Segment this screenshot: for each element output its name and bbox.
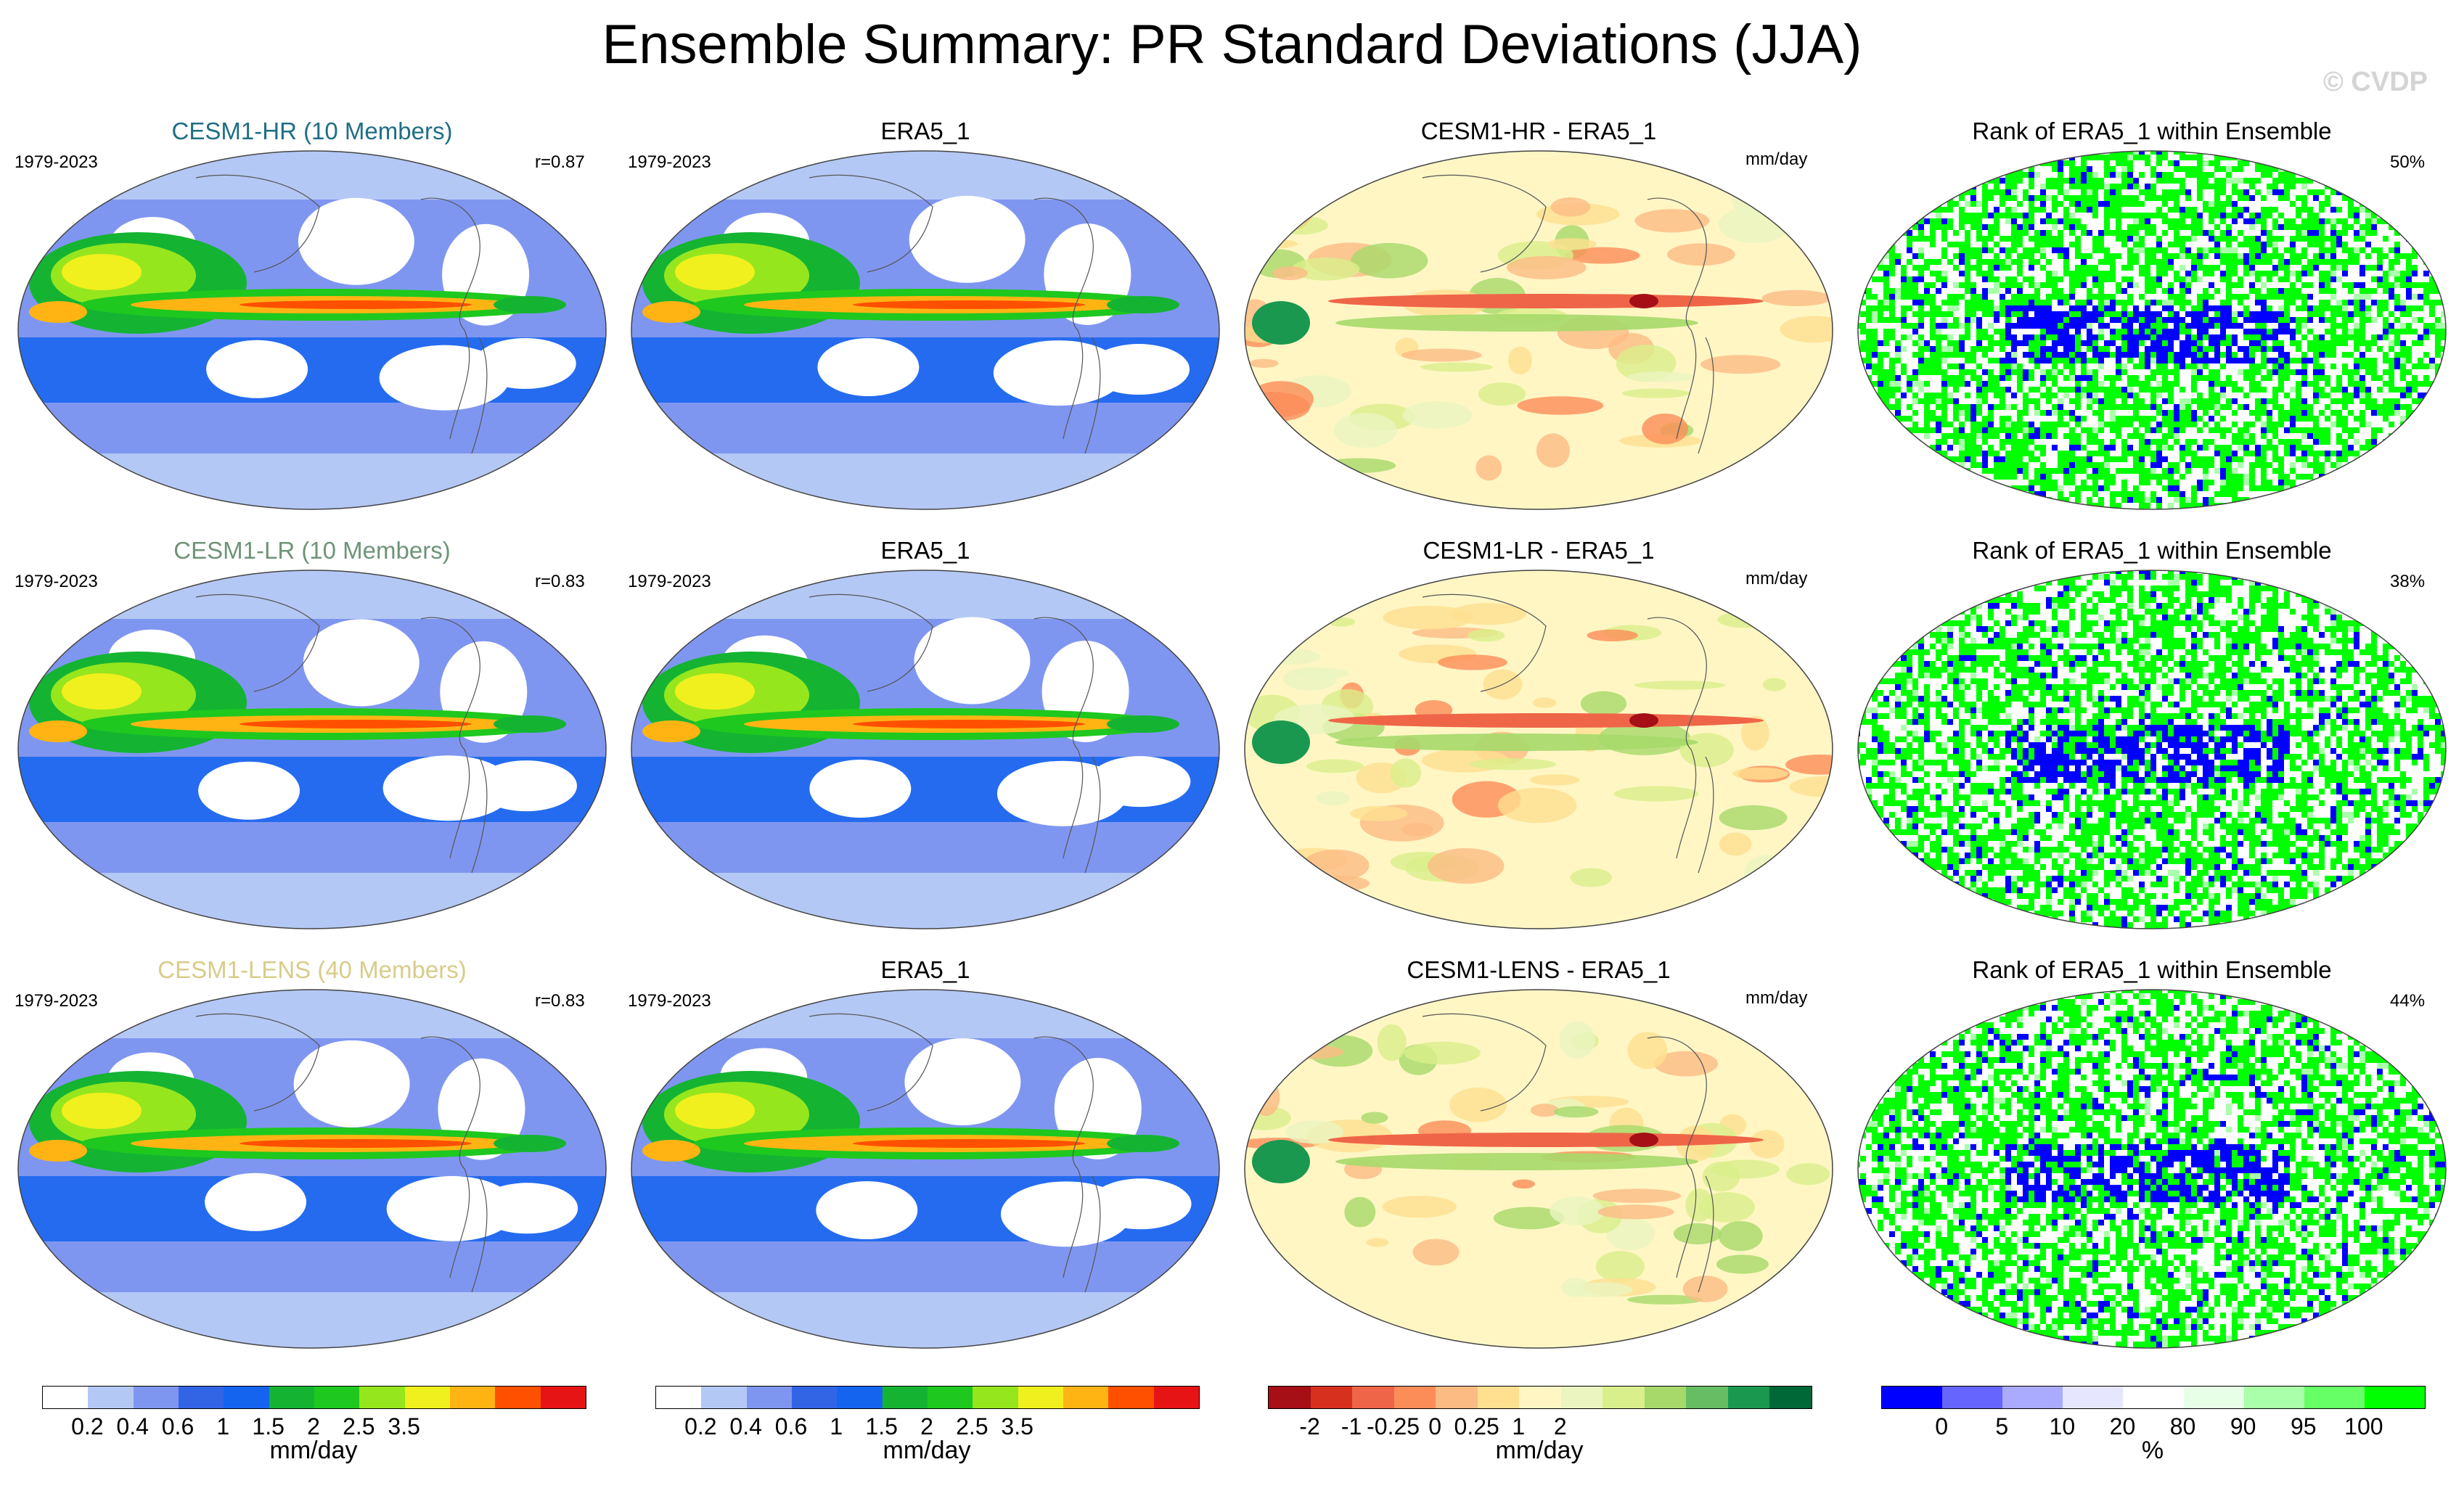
std-colorbar-units: mm/day bbox=[269, 1437, 358, 1464]
colorbar-tick-label: 10 bbox=[2049, 1413, 2076, 1439]
colorbar-tick-label: 0 bbox=[1428, 1413, 1442, 1439]
colorbar-tick-label: 0.4 bbox=[116, 1413, 149, 1439]
difference-colorbar bbox=[1268, 1386, 1812, 1409]
difference-map bbox=[1244, 150, 1833, 510]
model-std-map bbox=[17, 989, 607, 1349]
colorbar-tick-label: 1.5 bbox=[865, 1413, 898, 1439]
rank-colorbar-units: % bbox=[2141, 1437, 2164, 1464]
difference-colorbar-units: mm/day bbox=[1495, 1437, 1584, 1464]
colorbar-tick-label: 2 bbox=[1553, 1413, 1567, 1439]
colorbar-tick-label: 0.2 bbox=[684, 1413, 717, 1439]
colorbar-tick-label: -2 bbox=[1299, 1413, 1320, 1439]
rank-panel-title: Rank of ERA5_1 within Ensemble bbox=[1972, 537, 2332, 564]
rank-map bbox=[1857, 570, 2447, 929]
colorbar-tick-label: 5 bbox=[1995, 1413, 2009, 1439]
colorbar-tick-label: 20 bbox=[2109, 1413, 2136, 1439]
colorbar-tick-label: 2.5 bbox=[343, 1413, 375, 1439]
difference-map bbox=[1244, 570, 1833, 929]
colorbar-tick-label: 2 bbox=[920, 1413, 933, 1439]
obs-std-map bbox=[631, 570, 1220, 929]
rank-map bbox=[1857, 989, 2447, 1349]
obs-panel-title: ERA5_1 bbox=[880, 537, 970, 564]
rank-percent-label: 44% bbox=[2390, 991, 2426, 1011]
obs-std-map bbox=[631, 989, 1220, 1349]
rank-map bbox=[1857, 150, 2447, 510]
colorbar-tick-label: 1 bbox=[216, 1413, 230, 1439]
colorbar-tick-label: 1 bbox=[1512, 1413, 1526, 1439]
colorbar-tick-label: -0.25 bbox=[1367, 1413, 1420, 1439]
std-colorbar bbox=[655, 1386, 1200, 1409]
obs-years-label: 1979-2023 bbox=[628, 991, 711, 1011]
colorbar-tick-label: 2 bbox=[307, 1413, 320, 1439]
figure-title: Ensemble Summary: PR Standard Deviations… bbox=[602, 14, 1862, 75]
colorbar-tick-label: 90 bbox=[2230, 1413, 2256, 1439]
obs-panel-title: ERA5_1 bbox=[880, 118, 970, 144]
obs-years-label: 1979-2023 bbox=[628, 152, 711, 172]
difference-panel-title: CESM1-LENS - ERA5_1 bbox=[1407, 956, 1671, 983]
model-years-label: 1979-2023 bbox=[15, 572, 98, 591]
colorbar-tick-label: 95 bbox=[2290, 1413, 2317, 1439]
colorbar-tick-label: 3.5 bbox=[388, 1413, 420, 1439]
pattern-correlation-label: r=0.83 bbox=[535, 991, 585, 1011]
colorbar-tick-label: 1 bbox=[830, 1413, 843, 1439]
difference-units-label: mm/day bbox=[1745, 988, 1808, 1008]
rank-panel-title: Rank of ERA5_1 within Ensemble bbox=[1972, 956, 2332, 983]
model-std-map bbox=[17, 150, 607, 510]
std-colorbar-units: mm/day bbox=[883, 1437, 971, 1464]
model-std-map bbox=[17, 570, 607, 929]
rank-percent-label: 38% bbox=[2390, 572, 2426, 591]
cvdp-watermark: © CVDP bbox=[2322, 67, 2428, 97]
rank-percent-label: 50% bbox=[2390, 152, 2426, 172]
difference-units-label: mm/day bbox=[1745, 569, 1808, 588]
colorbar-tick-label: 0.25 bbox=[1454, 1413, 1499, 1439]
difference-panel-title: CESM1-HR - ERA5_1 bbox=[1420, 118, 1657, 144]
obs-panel-title: ERA5_1 bbox=[880, 956, 970, 983]
colorbar-tick-label: 0 bbox=[1935, 1413, 1949, 1439]
obs-years-label: 1979-2023 bbox=[628, 572, 711, 591]
rank-panel-title: Rank of ERA5_1 within Ensemble bbox=[1972, 118, 2332, 144]
difference-units-label: mm/day bbox=[1745, 149, 1808, 169]
model-panel-title: CESM1-LENS (40 Members) bbox=[157, 956, 467, 983]
obs-std-map bbox=[631, 150, 1220, 510]
rank-colorbar bbox=[1881, 1386, 2426, 1409]
pattern-correlation-label: r=0.87 bbox=[535, 152, 585, 172]
model-years-label: 1979-2023 bbox=[15, 991, 98, 1011]
difference-map bbox=[1244, 989, 1833, 1349]
colorbar-tick-label: 0.4 bbox=[729, 1413, 762, 1439]
difference-panel-title: CESM1-LR - ERA5_1 bbox=[1423, 537, 1655, 564]
pattern-correlation-label: r=0.83 bbox=[535, 572, 585, 591]
model-panel-title: CESM1-HR (10 Members) bbox=[171, 118, 453, 144]
model-panel-title: CESM1-LR (10 Members) bbox=[173, 537, 451, 564]
colorbar-tick-label: 3.5 bbox=[1001, 1413, 1034, 1439]
colorbar-tick-label: -1 bbox=[1341, 1413, 1362, 1439]
colorbar-tick-label: 0.6 bbox=[161, 1413, 195, 1439]
colorbar-tick-label: 0.2 bbox=[71, 1413, 104, 1439]
colorbar-tick-label: 100 bbox=[2344, 1413, 2383, 1439]
colorbar-tick-label: 1.5 bbox=[252, 1413, 285, 1439]
model-years-label: 1979-2023 bbox=[15, 152, 98, 172]
colorbar-tick-label: 2.5 bbox=[956, 1413, 989, 1439]
colorbar-tick-label: 0.6 bbox=[774, 1413, 808, 1439]
colorbar-tick-label: 80 bbox=[2169, 1413, 2196, 1439]
std-colorbar bbox=[42, 1386, 586, 1409]
